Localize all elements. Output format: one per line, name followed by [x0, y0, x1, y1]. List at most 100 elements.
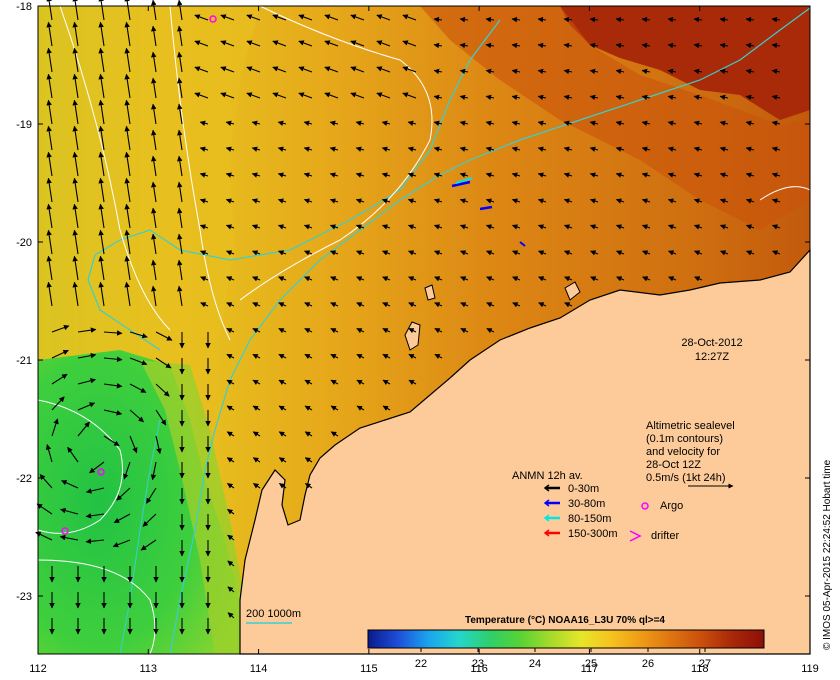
velocity-arrow	[246, 14, 261, 21]
velocity-arrow	[511, 68, 521, 75]
velocity-arrow	[98, 47, 105, 73]
velocity-arrow	[511, 94, 521, 101]
velocity-arrow	[177, 129, 183, 151]
velocity-arrow	[177, 233, 183, 255]
lon-tick-label: 114	[250, 663, 268, 675]
velocity-arrow	[408, 250, 417, 256]
velocity-arrow	[564, 276, 573, 282]
velocity-arrow	[537, 146, 547, 152]
velocity-arrow	[745, 198, 755, 204]
velocity-arrow	[98, 229, 105, 255]
velocity-arrow	[98, 151, 105, 177]
velocity-arrow	[151, 181, 157, 203]
velocity-arrow	[485, 120, 495, 126]
velocity-arrow	[667, 172, 677, 178]
velocity-arrow	[719, 198, 729, 204]
velocity-arrow	[771, 224, 781, 230]
velocity-arrow	[277, 224, 287, 230]
velocity-arrow	[151, 103, 157, 125]
velocity-arrow	[227, 586, 235, 593]
lon-tick-label: 118	[691, 663, 709, 675]
colorbar-bar	[367, 629, 765, 649]
velocity-arrow	[98, 73, 105, 99]
velocity-arrow	[563, 16, 573, 23]
velocity-arrow	[719, 68, 729, 75]
velocity-arrow	[67, 446, 79, 463]
velocity-arrow	[563, 146, 573, 152]
velocity-arrow	[771, 42, 781, 49]
velocity-arrow	[460, 250, 469, 256]
velocity-arrow	[85, 487, 105, 494]
velocity-arrow	[278, 379, 287, 385]
velocity-arrow	[194, 66, 209, 73]
velocity-arrow	[278, 431, 287, 437]
velocity-arrow	[177, 25, 183, 47]
velocity-arrow	[72, 73, 79, 99]
velocity-arrow	[616, 250, 625, 256]
velocity-arrow	[98, 177, 105, 203]
drifter-legend-label: drifter	[651, 530, 679, 542]
velocity-arrow	[564, 250, 573, 256]
velocity-arrow	[177, 285, 183, 307]
velocity-arrow	[590, 276, 599, 282]
colorbar-tick-label: 23	[472, 658, 484, 670]
velocity-arrow	[194, 14, 209, 21]
island-small	[424, 284, 436, 301]
lon-tick-label: 117	[581, 663, 599, 675]
velocity-arrow	[485, 42, 495, 49]
sealevel-note-line5: 0.5m/s (1kt 24h)	[646, 472, 725, 484]
velocity-arrow	[330, 431, 339, 437]
velocity-arrow	[719, 224, 729, 230]
velocity-arrow	[177, 0, 183, 21]
velocity-arrow	[745, 68, 755, 75]
velocity-arrow	[304, 431, 313, 437]
velocity-arrow	[72, 203, 79, 229]
velocity-arrow	[303, 146, 313, 152]
velocity-arrow	[124, 229, 131, 255]
velocity-arrow	[252, 328, 261, 334]
velocity-arrow	[350, 66, 365, 73]
sealevel-contour	[59, 5, 171, 331]
velocity-arrow	[304, 302, 313, 308]
velocity-arrow	[329, 120, 339, 126]
velocity-arrow	[151, 51, 157, 73]
velocity-arrow	[433, 42, 443, 49]
velocity-arrow	[227, 612, 235, 619]
lat-tick-label: -18	[16, 1, 32, 13]
velocity-arrow	[124, 47, 131, 73]
sealevel-note-line1: Altimetric sealevel	[646, 420, 735, 432]
velocity-arrow	[324, 40, 339, 47]
velocity-arrow	[124, 125, 131, 151]
velocity-arrow	[460, 302, 469, 308]
velocity-arrow	[278, 276, 287, 282]
velocity-arrow	[746, 250, 755, 256]
velocity-arrow	[745, 172, 755, 178]
lat-tick-label: -22	[16, 473, 32, 485]
velocity-arrow	[226, 302, 235, 308]
velocity-arrow	[251, 198, 261, 204]
velocity-arrow	[745, 224, 755, 230]
velocity-arrow	[252, 302, 261, 308]
legend-swatch-head	[543, 529, 550, 537]
longitude-axis: 112 113 114 115 116 117 118 119	[29, 6, 819, 675]
velocity-arrow	[200, 250, 209, 256]
velocity-arrow	[459, 172, 469, 178]
velocity-arrow	[642, 250, 651, 256]
velocity-arrow	[382, 405, 391, 411]
velocity-arrow	[402, 92, 417, 99]
velocity-arrow	[46, 21, 53, 47]
velocity-arrow	[512, 276, 521, 282]
velocity-arrow	[589, 16, 599, 23]
velocity-arrow	[129, 383, 147, 393]
velocity-arrow	[124, 177, 131, 203]
velocity-arrow	[745, 94, 755, 101]
lat-tick-label: -19	[16, 119, 32, 131]
velocity-arrow	[330, 379, 339, 385]
velocity-arrow	[615, 94, 625, 101]
velocity-arrow	[694, 250, 703, 256]
velocity-arrow	[589, 68, 599, 75]
velocity-arrow	[667, 68, 677, 75]
velocity-arrow	[459, 42, 469, 49]
velocity-arrow	[459, 120, 469, 126]
velocity-arrow	[252, 483, 261, 489]
